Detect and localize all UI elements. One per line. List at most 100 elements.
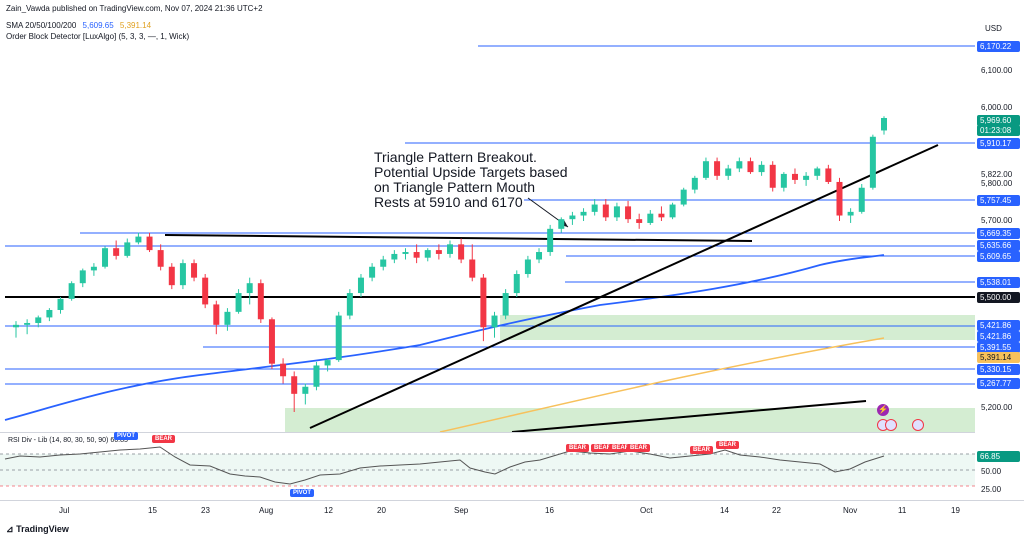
candle-body [702, 161, 709, 178]
candle-body [124, 242, 131, 256]
candle-body [79, 270, 86, 284]
candle [547, 224, 554, 256]
candle-body [513, 274, 520, 294]
candle-body [102, 248, 109, 267]
us-flag-icon-2[interactable] [885, 419, 897, 431]
axis-tick: 5,800.00 [981, 179, 1013, 188]
date-label: 12 [324, 506, 333, 515]
candle [46, 308, 53, 322]
candle [836, 177, 843, 221]
candle-body [202, 277, 209, 305]
candle-body [235, 293, 242, 312]
candle-body [647, 213, 654, 223]
pivot-tag: PIVOT [290, 489, 315, 497]
price-level-label: 5,391.55 [977, 342, 1020, 353]
candle-body [858, 187, 865, 212]
candle-body [491, 315, 498, 328]
us-flag-icon-3[interactable] [912, 419, 924, 431]
candle [803, 172, 810, 186]
candle-body [669, 204, 676, 218]
candle-body [413, 252, 420, 258]
candle-body [758, 164, 765, 173]
candle [736, 157, 743, 173]
price-level-label: 5,757.45 [977, 195, 1020, 206]
candle [580, 208, 587, 221]
bear-tag: BEAR [152, 435, 176, 443]
rsi-panel[interactable] [0, 432, 975, 500]
candle [558, 217, 565, 233]
candle [291, 371, 298, 412]
annotation-line-2: Potential Upside Targets based [374, 164, 568, 180]
date-label: Sep [454, 506, 469, 515]
candle [402, 248, 409, 260]
candle [825, 164, 832, 184]
date-label: 16 [545, 506, 554, 515]
candle [124, 238, 131, 258]
candle [369, 263, 376, 282]
candle-body [346, 293, 353, 316]
candle-body [769, 164, 776, 188]
candle-body [825, 168, 832, 182]
tradingview-logo-icon: ⊿ [6, 524, 14, 534]
candle [858, 184, 865, 214]
candle-body [524, 259, 531, 275]
candle [524, 255, 531, 278]
date-label: Aug [259, 506, 274, 515]
axis-tick: 6,000.00 [981, 103, 1013, 112]
candle [636, 213, 643, 229]
rsi-label: RSI Div - Lib (14, 80, 30, 50, 90) [8, 437, 109, 444]
date-label: Jul [59, 506, 70, 515]
candle [213, 300, 220, 335]
candle-body [402, 252, 409, 254]
rsi-legend-value: 66.85 [110, 437, 128, 444]
candle [647, 210, 654, 225]
candle-body [113, 248, 120, 256]
candle [591, 199, 598, 216]
candle-body [536, 252, 543, 260]
bear-tag: BEAR [690, 446, 714, 454]
candle-body [580, 211, 587, 216]
price-level-label: 6,170.22 [977, 41, 1020, 52]
candle-body [369, 266, 376, 278]
rsi-tick: 50.00 [981, 467, 1002, 476]
candle-body [847, 211, 854, 216]
candle [625, 200, 632, 223]
annotation-line-3: on Triangle Pattern Mouth [374, 179, 536, 195]
candle-body [46, 309, 53, 318]
rsi-line [4, 446, 885, 485]
candle [791, 168, 798, 184]
candle-body [613, 206, 620, 218]
candle [491, 311, 498, 338]
candle [758, 161, 765, 176]
price-chart[interactable] [0, 0, 975, 432]
candle [257, 279, 264, 323]
published-by: Zain_Vawda published on TradingView.com,… [6, 4, 263, 13]
candle [435, 244, 442, 260]
candle-body [424, 250, 431, 258]
bear-tag: BEAR [627, 444, 651, 452]
candle [313, 361, 320, 391]
axis-tick: 5,200.00 [981, 403, 1013, 412]
price-level-label: 5,267.77 [977, 378, 1020, 389]
candle [847, 208, 854, 223]
candle-body [714, 161, 721, 176]
candle [480, 274, 487, 342]
candle-body [602, 204, 609, 218]
bear-tag: BEAR [566, 444, 590, 452]
candle [458, 238, 465, 264]
candle [268, 317, 275, 370]
tradingview-logo[interactable]: ⊿ TradingView [6, 524, 69, 535]
currency-label: USD [985, 24, 1002, 33]
candle-body [213, 304, 220, 325]
candle [146, 232, 153, 253]
candle-body [335, 315, 342, 361]
rsi-tick: 25.00 [981, 485, 1002, 494]
sma-value-1: 5,609.65 [82, 21, 114, 30]
candle [235, 289, 242, 314]
candle [747, 157, 754, 174]
candle-body [90, 266, 97, 271]
lightning-icon[interactable]: ⚡ [877, 404, 889, 416]
candle-body [480, 277, 487, 328]
candle [714, 157, 721, 180]
candle-body [736, 161, 743, 169]
